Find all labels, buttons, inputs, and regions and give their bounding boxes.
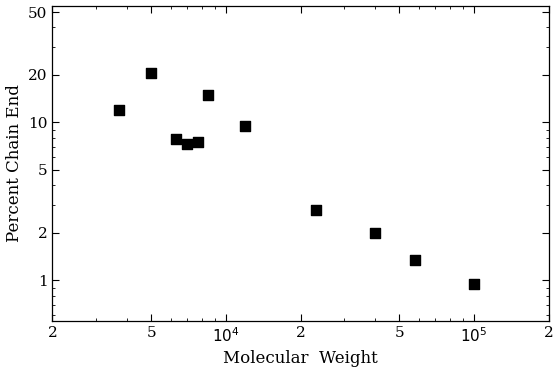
Point [172,137,181,142]
Point [204,92,213,98]
Point [183,141,192,147]
Point [146,70,155,76]
Y-axis label: Percent Chain End: Percent Chain End [6,85,22,242]
Point [241,123,250,129]
Point [371,230,380,236]
Point [193,139,202,145]
X-axis label: Molecular  Weight: Molecular Weight [223,351,378,367]
Point [411,257,420,263]
Point [470,281,479,287]
Point [311,207,320,213]
Point [114,107,123,113]
